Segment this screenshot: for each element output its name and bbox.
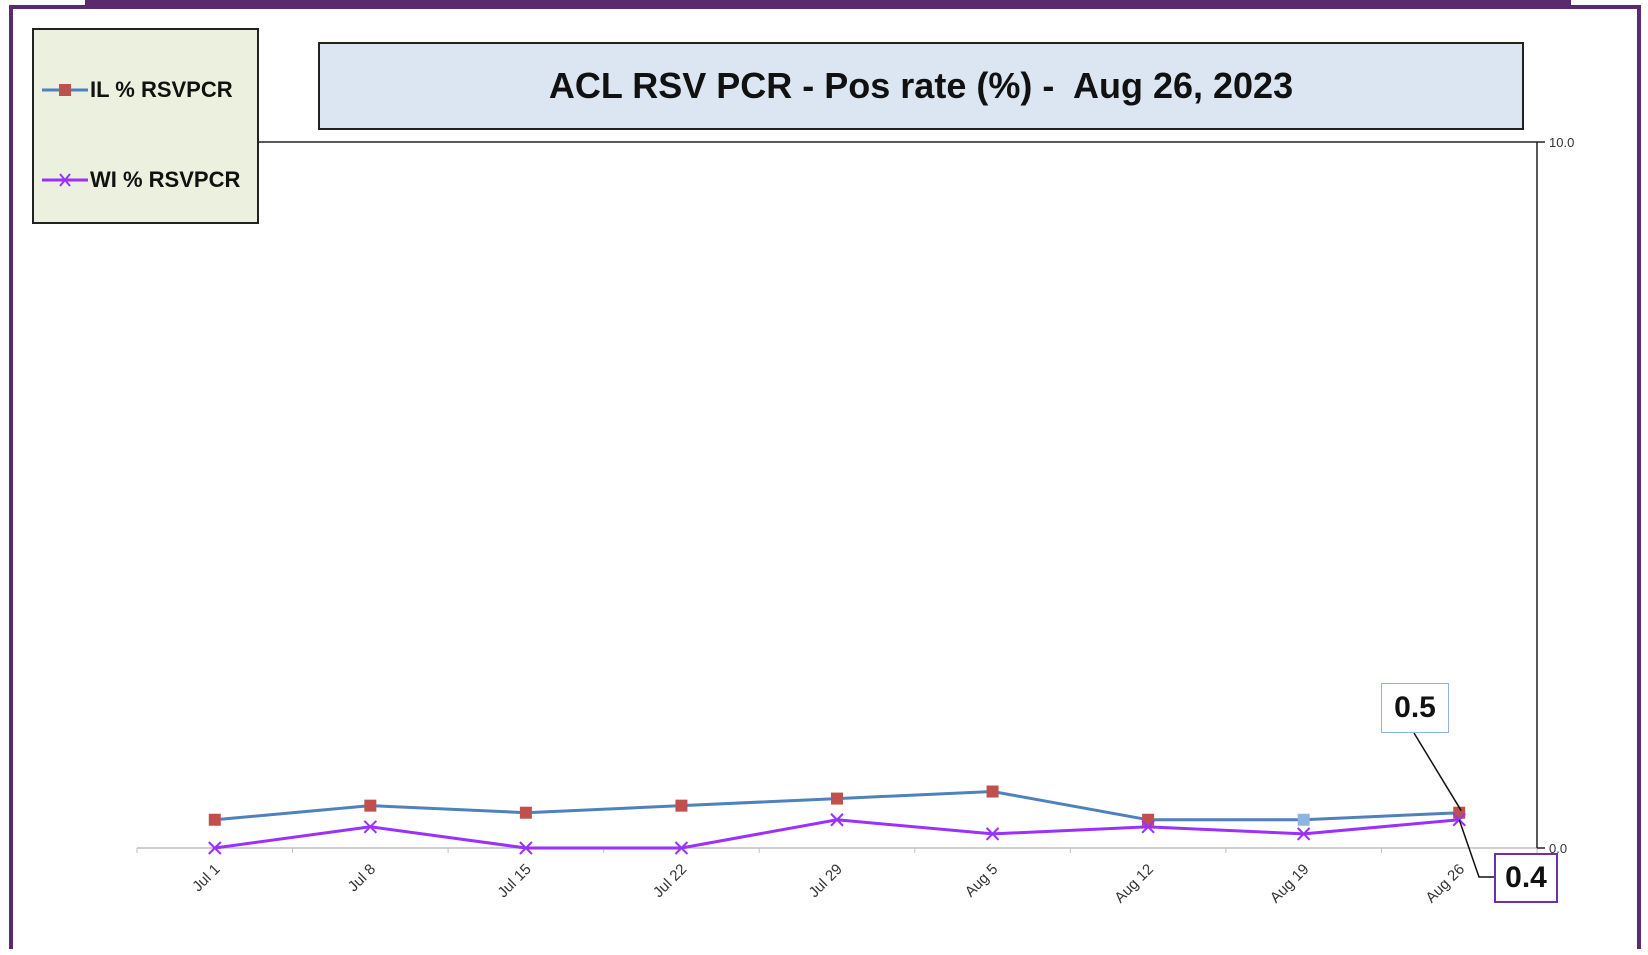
callout-wi-last-value: 0.4 [1494,853,1558,903]
top-border-rule [85,0,1571,5]
legend-item-wi: WI % RSVPCR [42,167,240,193]
x-tick-label: Aug 19 [1267,861,1313,907]
y-axis-labels: 0.0 10.0 [1549,135,1574,856]
data-point-x-stroke [674,841,689,855]
data-point-square [364,799,377,812]
data-point-x [830,813,844,827]
legend: IL % RSVPCR WI % RSVPCR [32,28,259,224]
data-point-x [208,841,222,855]
x-tick-label: Jul 29 [806,861,846,901]
series-layer [208,785,1466,855]
callout-wi-leader [1458,819,1494,878]
y-tick-label: 10.0 [1549,135,1574,150]
data-point-square [208,813,221,826]
data-point-square [831,792,843,805]
data-point-x-stroke [985,827,1000,841]
x-tick-label: Jul 8 [345,861,379,895]
series-line-1 [214,818,1460,850]
data-point-square [1297,813,1310,826]
data-point-square [675,799,688,812]
x-tick-label: Jul 1 [189,861,223,895]
x-tick-label: Aug 5 [962,861,1002,901]
x-tick-label: Jul 15 [494,861,534,901]
data-point-x-stroke [208,841,222,855]
data-point-x-stroke [363,820,378,834]
data-point-x [519,841,533,855]
chart-axes [136,141,1545,853]
x-tick-label: Aug 12 [1111,861,1157,907]
data-point-x [363,820,378,834]
legend-line-x-icon [42,173,88,187]
legend-label-il: IL % RSVPCR [90,77,233,102]
chart-title: ACL RSV PCR - Pos rate (%) - Aug 26, 202… [318,42,1524,130]
callout-il-leader [1413,732,1462,812]
x-tick-label: Aug 26 [1422,861,1468,907]
data-point-x [1141,820,1155,834]
data-point-x [1296,827,1311,841]
legend-line-square-icon [42,84,88,96]
data-point-square [519,806,532,819]
y-tick-label: 0.0 [1549,841,1567,856]
x-axis-labels: Jul 1 Jul 8 Jul 15 Jul 22 Jul 29 Aug 5 Aug 12 A… [189,861,1468,907]
data-point-x-stroke [830,813,844,827]
callout-il-last-value: 0.5 [1381,683,1449,733]
data-point-square [986,785,999,798]
callout-leaders [1413,732,1494,878]
data-point-x [985,827,1000,841]
legend-label-wi: WI % RSVPCR [90,167,241,192]
legend-item-il: IL % RSVPCR [42,77,233,103]
data-point-x-stroke [1141,820,1155,834]
data-point-x-stroke [519,841,533,855]
data-point-x [674,841,689,855]
chart-frame [9,5,1641,949]
data-point-x-stroke [1296,827,1311,841]
x-tick-label: Jul 22 [650,861,690,901]
